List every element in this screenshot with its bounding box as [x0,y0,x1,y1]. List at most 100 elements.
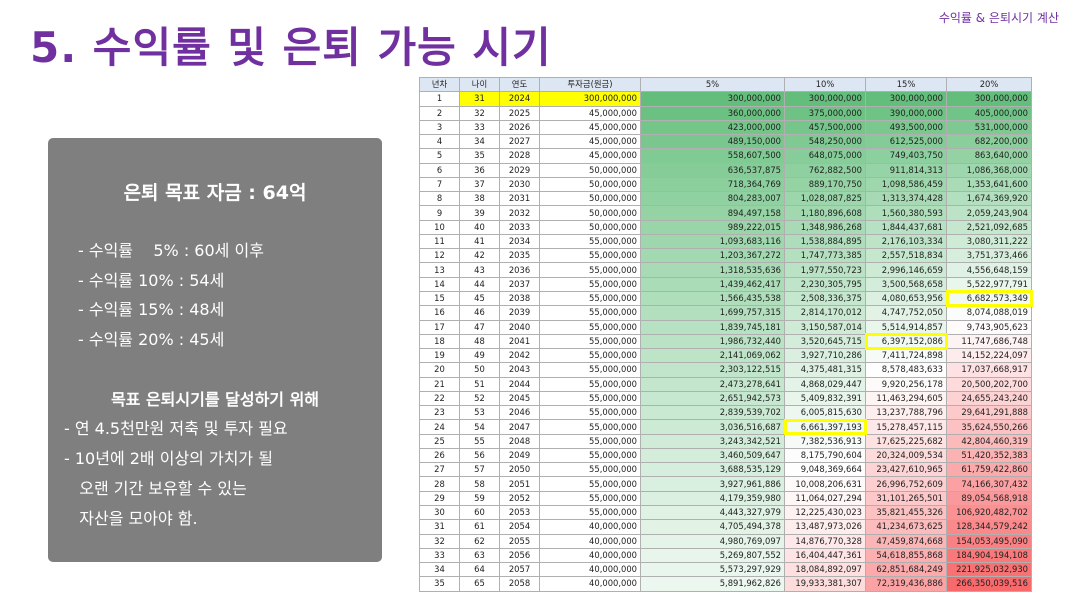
year-cell: 2055 [499,533,540,549]
principal-cell: 55,000,000 [539,233,641,250]
value-5-cell: 3,460,509,647 [640,447,785,464]
age-cell: 45 [459,290,500,307]
value-10-cell: 2,508,336,375 [784,290,866,307]
age-cell: 60 [459,504,500,521]
value-10-cell: 762,882,500 [784,162,866,178]
year-cell: 2053 [499,504,540,521]
value-15-cell: 26,996,752,609 [865,476,947,492]
principal-cell: 55,000,000 [539,490,641,506]
value-15-cell: 493,500,000 [865,119,947,136]
age-cell: 39 [459,205,500,221]
table-row: 25 55 2048 55,000,000 3,243,342,521 7,382,536… [419,433,1032,449]
value-10-cell: 3,927,710,286 [784,348,866,364]
year-cell: 2042 [499,348,540,364]
age-cell: 62 [459,533,500,549]
principal-cell: 55,000,000 [539,362,641,378]
table-row: 29 59 2052 55,000,000 4,179,359,980 11,064,02… [419,490,1032,506]
age-cell: 34 [459,134,500,150]
value-10-cell: 3,520,645,715 [784,333,866,350]
value-20-cell: 51,420,352,383 [946,447,1032,464]
value-15-cell: 8,578,483,633 [865,362,947,378]
year-index-cell: 18 [419,333,460,350]
year-index-cell: 23 [419,405,460,421]
value-5-cell: 4,179,359,980 [640,490,785,506]
principal-cell: 55,000,000 [539,405,641,421]
value-5-cell: 1,839,745,181 [640,319,785,335]
value-5-cell: 1,566,435,538 [640,290,785,307]
value-15-cell: 1,844,437,681 [865,219,947,235]
value-5-cell: 360,000,000 [640,105,785,121]
principal-cell: 45,000,000 [539,148,641,164]
value-20-cell: 61,759,422,860 [946,462,1032,478]
value-10-cell: 12,225,430,023 [784,504,866,521]
value-15-cell: 23,427,610,965 [865,462,947,478]
value-5-cell: 3,243,342,521 [640,433,785,449]
year-index-cell: 21 [419,376,460,392]
value-10-cell: 14,876,770,328 [784,533,866,549]
age-header: 나이 [459,76,500,93]
age-cell: 37 [459,176,500,193]
value-20-cell: 106,920,482,702 [946,504,1032,521]
principal-cell: 55,000,000 [539,290,641,307]
table-row: 8 38 2031 50,000,000 804,283,007 1,028,087,82… [419,191,1032,207]
table-row: 20 50 2043 55,000,000 2,303,122,515 4,375,481… [419,362,1032,378]
value-20-cell: 2,521,092,685 [946,219,1032,235]
table-header-row: 년차 나이 연도 투자금(원금) 5% 10% 15% 20% [419,76,1032,93]
year-cell: 2026 [499,119,540,136]
year-cell: 2051 [499,476,540,492]
value-20-cell: 531,000,000 [946,119,1032,136]
principal-cell: 55,000,000 [539,305,641,321]
principal-cell: 40,000,000 [539,547,641,564]
value-15-cell: 7,411,724,898 [865,348,947,364]
table-row: 11 41 2034 55,000,000 1,093,683,116 1,538,884… [419,233,1032,250]
returns-table-wrap: 년차 나이 연도 투자금(원금) 5% 10% 15% 20% 1 31 2024 300,000,… [419,76,1033,592]
principal-cell: 40,000,000 [539,576,641,592]
year-index-cell: 24 [419,419,460,435]
age-cell: 49 [459,348,500,364]
value-20-cell: 6,682,573,349 [945,290,1033,307]
value-5-cell: 989,222,015 [640,219,785,235]
value-10-cell: 648,075,000 [784,148,866,164]
age-cell: 50 [459,362,500,378]
age-cell: 40 [459,219,500,235]
value-15-cell: 11,463,294,605 [865,390,947,407]
value-10-cell: 9,048,369,664 [784,462,866,478]
year-index-cell: 12 [419,248,460,264]
year-index-cell: 33 [419,547,460,564]
year-index-cell: 34 [419,562,460,578]
table-row: 17 47 2040 55,000,000 1,839,745,181 3,150,587… [419,319,1032,335]
value-15-cell: 2,557,518,834 [865,248,947,264]
value-10-cell: 10,008,206,631 [784,476,866,492]
value-10-cell: 13,487,973,026 [784,519,866,535]
value-15-cell: 20,324,009,534 [865,447,947,464]
value-15-cell: 15,278,457,115 [865,419,947,435]
principal-cell: 55,000,000 [539,504,641,521]
value-10-cell: 4,375,481,315 [784,362,866,378]
year-index-cell: 29 [419,490,460,506]
principal-cell: 55,000,000 [539,333,641,350]
principal-cell: 45,000,000 [539,134,641,150]
value-10-cell: 8,175,790,604 [784,447,866,464]
value-20-cell: 42,804,460,319 [946,433,1032,449]
principal-cell: 50,000,000 [539,191,641,207]
age-cell: 43 [459,262,500,278]
year-index-cell: 20 [419,362,460,378]
year-index-cell: 3 [419,119,460,136]
year-cell: 2027 [499,134,540,150]
value-15-cell: 17,625,225,682 [865,433,947,449]
value-10-cell: 6,005,815,630 [784,405,866,421]
value-5-cell: 558,607,500 [640,148,785,164]
principal-cell: 55,000,000 [539,376,641,392]
principal-cell: 50,000,000 [539,176,641,193]
value-15-cell: 911,814,313 [865,162,947,178]
value-10-cell: 548,250,000 [784,134,866,150]
year-index-cell: 5 [419,148,460,164]
value-5-cell: 1,093,683,116 [640,233,785,250]
value-5-cell: 2,839,539,702 [640,405,785,421]
rate-item-5: - 수익률 5% : 60세 이후 [78,241,264,260]
year-index-cell: 27 [419,462,460,478]
value-10-cell: 11,064,027,294 [784,490,866,506]
value-5-cell: 2,473,278,641 [640,376,785,392]
year-index-cell: 9 [419,205,460,221]
year-index-cell: 26 [419,447,460,464]
